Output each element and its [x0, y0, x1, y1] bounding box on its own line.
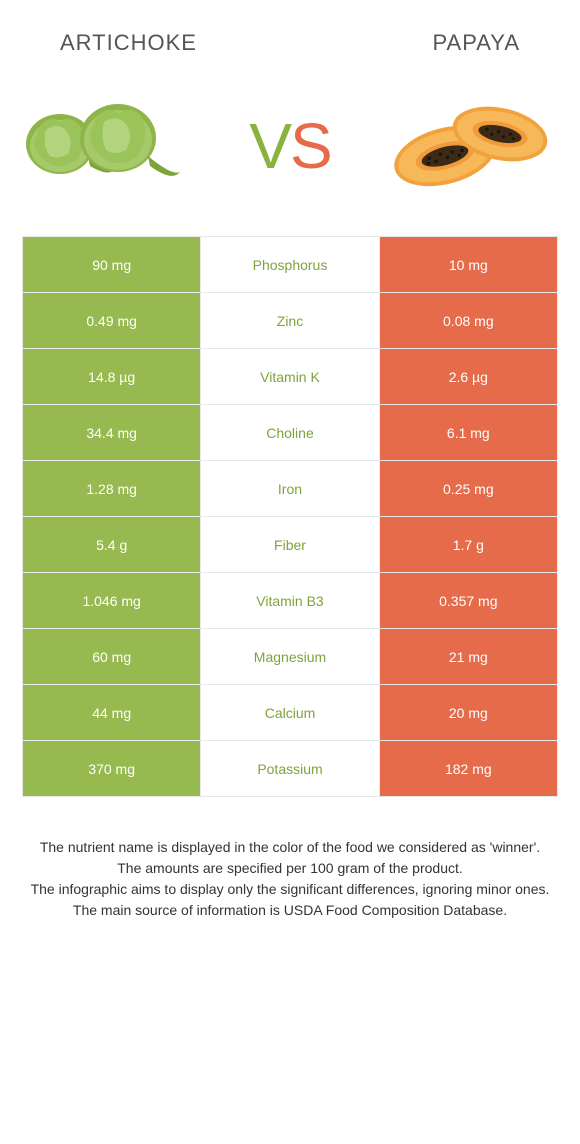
nutrient-label-cell: Iron	[201, 461, 378, 516]
table-row: 60 mgMagnesium21 mg	[23, 628, 557, 684]
right-value-cell: 6.1 mg	[379, 405, 557, 460]
footnote-line: The amounts are specified per 100 gram o…	[20, 858, 560, 879]
left-value-cell: 34.4 mg	[23, 405, 201, 460]
footnotes: The nutrient name is displayed in the co…	[0, 797, 580, 941]
table-row: 1.046 mgVitamin B30.357 mg	[23, 572, 557, 628]
footnote-line: The nutrient name is displayed in the co…	[20, 837, 560, 858]
right-value-cell: 10 mg	[379, 237, 557, 292]
table-row: 44 mgCalcium20 mg	[23, 684, 557, 740]
right-value-cell: 0.08 mg	[379, 293, 557, 348]
table-row: 0.49 mgZinc0.08 mg	[23, 292, 557, 348]
nutrient-label-cell: Potassium	[201, 741, 378, 796]
nutrient-table: 90 mgPhosphorus10 mg0.49 mgZinc0.08 mg14…	[22, 236, 558, 797]
right-food-title: Papaya	[432, 30, 520, 56]
footnote-line: The infographic aims to display only the…	[20, 879, 560, 900]
nutrient-label-cell: Calcium	[201, 685, 378, 740]
nutrient-label-cell: Vitamin B3	[201, 573, 378, 628]
left-value-cell: 0.49 mg	[23, 293, 201, 348]
table-row: 370 mgPotassium182 mg	[23, 740, 557, 796]
header-titles: Artichoke Papaya	[0, 0, 580, 76]
nutrient-label-cell: Choline	[201, 405, 378, 460]
vs-label: VS	[249, 109, 330, 183]
table-row: 1.28 mgIron0.25 mg	[23, 460, 557, 516]
table-row: 90 mgPhosphorus10 mg	[23, 236, 557, 292]
hero-row: VS	[0, 76, 580, 236]
left-food-title: Artichoke	[60, 30, 197, 56]
vs-v: V	[249, 110, 290, 182]
nutrient-label-cell: Zinc	[201, 293, 378, 348]
artichoke-image	[20, 86, 190, 206]
right-value-cell: 182 mg	[379, 741, 557, 796]
left-value-cell: 5.4 g	[23, 517, 201, 572]
papaya-image	[390, 86, 560, 206]
footnote-line: The main source of information is USDA F…	[20, 900, 560, 921]
left-value-cell: 1.046 mg	[23, 573, 201, 628]
left-value-cell: 370 mg	[23, 741, 201, 796]
right-value-cell: 1.7 g	[379, 517, 557, 572]
left-value-cell: 14.8 µg	[23, 349, 201, 404]
nutrient-label-cell: Fiber	[201, 517, 378, 572]
vs-s: S	[290, 110, 331, 182]
nutrient-label-cell: Phosphorus	[201, 237, 378, 292]
left-value-cell: 60 mg	[23, 629, 201, 684]
nutrient-label-cell: Magnesium	[201, 629, 378, 684]
left-value-cell: 44 mg	[23, 685, 201, 740]
table-row: 5.4 gFiber1.7 g	[23, 516, 557, 572]
right-value-cell: 2.6 µg	[379, 349, 557, 404]
right-value-cell: 0.357 mg	[379, 573, 557, 628]
table-row: 34.4 mgCholine6.1 mg	[23, 404, 557, 460]
left-value-cell: 90 mg	[23, 237, 201, 292]
nutrient-label-cell: Vitamin K	[201, 349, 378, 404]
right-value-cell: 21 mg	[379, 629, 557, 684]
left-value-cell: 1.28 mg	[23, 461, 201, 516]
table-row: 14.8 µgVitamin K2.6 µg	[23, 348, 557, 404]
right-value-cell: 0.25 mg	[379, 461, 557, 516]
right-value-cell: 20 mg	[379, 685, 557, 740]
